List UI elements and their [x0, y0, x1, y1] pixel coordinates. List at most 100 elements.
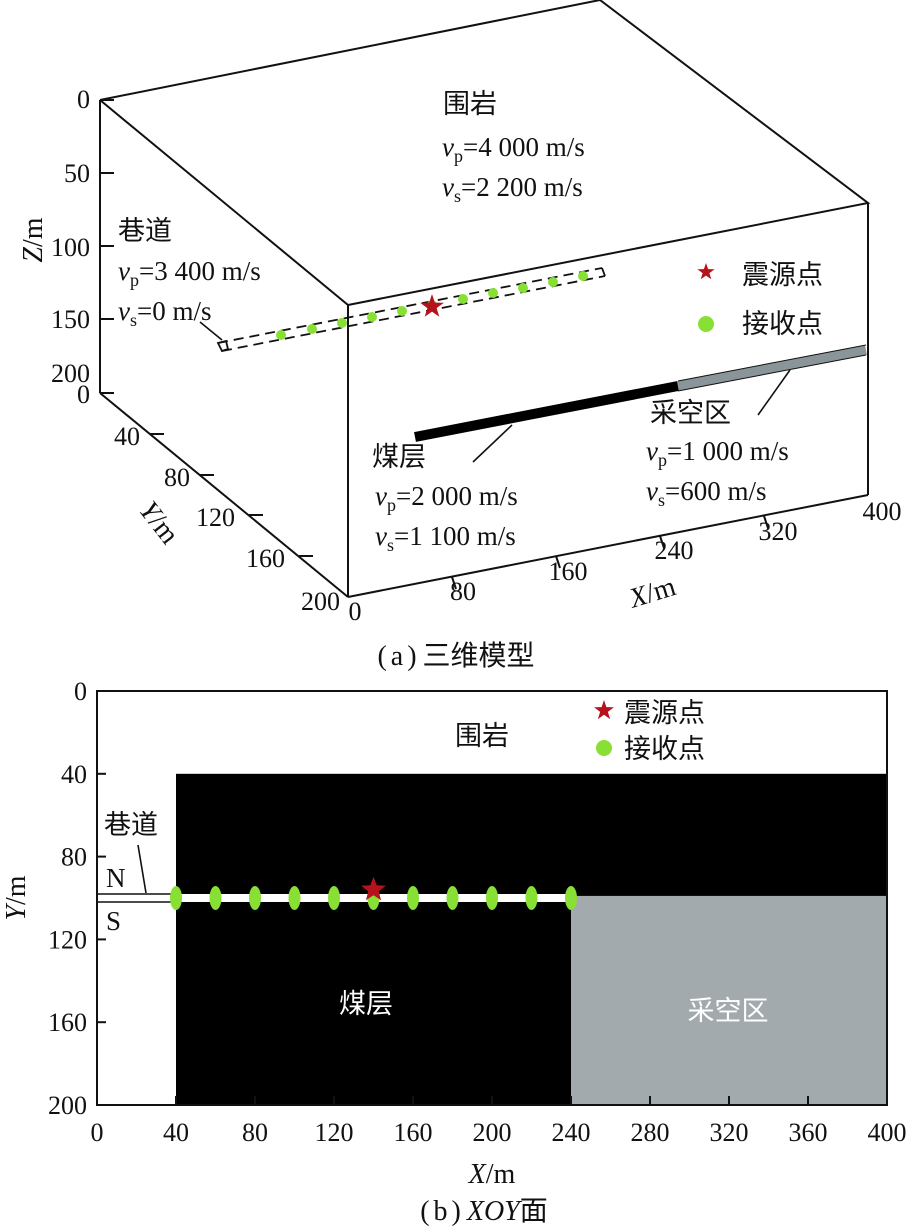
receiver-point — [458, 294, 468, 304]
receiver-point — [209, 886, 222, 910]
y-tick-label: 40 — [61, 760, 87, 789]
goaf-3d-bottom-edge — [677, 354, 867, 392]
tunnel-vp: vp=3 400 m/s — [118, 256, 261, 290]
plan-legend-receiver-dot — [596, 740, 612, 756]
legend-receiver-label: 接收点 — [742, 309, 823, 339]
source-star — [361, 876, 386, 901]
y-axis-ticks — [150, 433, 313, 557]
plan-legend-receiver-label: 接收点 — [624, 734, 705, 764]
x-tick-400: 400 — [863, 497, 902, 526]
x-axis-ticks — [451, 515, 769, 590]
coal-label: 煤层 — [372, 442, 426, 472]
region-goaf — [571, 895, 887, 1105]
y-tick-200: 200 — [301, 587, 340, 616]
x-tick-80: 80 — [450, 577, 476, 606]
receiver-point — [525, 886, 538, 910]
plan-goaf-label: 采空区 — [688, 996, 769, 1026]
receiver-point — [288, 886, 301, 910]
x-tick-label: 40 — [163, 1118, 189, 1147]
receiver-point — [367, 312, 377, 322]
receiver-point — [578, 271, 588, 281]
x-tick-label: 360 — [789, 1118, 828, 1147]
y-tick-160: 160 — [246, 544, 285, 573]
legend-source-star — [697, 263, 715, 280]
x-tick-label: 80 — [242, 1118, 268, 1147]
panel-b: 0 40 80 120 160 200 240 280 320 360 400 0 40 80 120 160… — [1, 677, 907, 1227]
y-axis-title: Y/m — [133, 495, 185, 550]
rock-label: 围岩 — [443, 89, 497, 119]
y-tick-label: 0 — [74, 677, 87, 706]
x-tick-160: 160 — [549, 557, 588, 586]
x-tick-mark — [763, 515, 769, 529]
z-tick-200: 200 — [51, 359, 90, 388]
region-coal-seam — [571, 773, 887, 896]
x-tick-320: 320 — [759, 517, 798, 546]
z-tick-0: 0 — [77, 85, 90, 114]
plan-tunnel-leader — [137, 844, 147, 894]
z-tick-100: 100 — [51, 233, 90, 262]
plan-south-label: S — [106, 906, 121, 936]
x-tick-label: 0 — [91, 1118, 104, 1147]
receiver-point — [548, 277, 558, 287]
tunnel-3d — [216, 267, 606, 353]
y-tick-label: 160 — [48, 1008, 87, 1037]
tunnel-vs: vs=0 m/s — [118, 296, 212, 330]
receiver-point — [249, 886, 261, 910]
panel-a: 0 50 100 150 200 Z/m 0 40 80 120 160 200… — [18, 0, 902, 672]
goaf-vp: vp=1 000 m/s — [646, 436, 789, 470]
tunnel-edge-lower — [221, 275, 606, 352]
y-tick-label: 200 — [48, 1091, 87, 1120]
plan-x-axis-title: X/m — [468, 1159, 516, 1190]
x-tick-mark — [659, 535, 665, 549]
z-axis-ticks — [100, 99, 114, 394]
y-tick-label: 120 — [48, 925, 87, 954]
z-tick-50: 50 — [64, 159, 90, 188]
plan-rock-label: 围岩 — [455, 721, 509, 751]
x-tick-label: 240 — [552, 1118, 591, 1147]
plan-legend-source-label: 震源点 — [624, 698, 705, 728]
tunnel-edge-upper — [217, 267, 603, 344]
receiver-point — [488, 288, 498, 298]
coal-vp: vp=2 000 m/s — [375, 481, 518, 515]
coal-leader-line — [472, 424, 513, 463]
plan-y-axis-title: Y/m — [1, 875, 32, 920]
goaf-label: 采空区 — [650, 398, 731, 428]
receiver-point — [170, 886, 182, 910]
z-tick-150: 150 — [51, 305, 90, 334]
caption-a: (a) 三维模型 — [377, 640, 534, 672]
legend-source-label: 震源点 — [742, 260, 823, 290]
box-left-top-edge — [99, 99, 349, 306]
tunnel-leader-line — [199, 321, 223, 341]
x-tick-label: 320 — [710, 1118, 749, 1147]
tunnel-label: 巷道 — [118, 216, 172, 246]
x-tick-label: 400 — [868, 1118, 907, 1147]
plan-north-label: N — [106, 863, 126, 893]
plan-source — [361, 876, 386, 901]
goaf-leader-line — [757, 369, 791, 416]
y-tick-80: 80 — [164, 463, 190, 492]
plan-receivers — [170, 886, 577, 910]
box-front-bottom-edge — [347, 494, 869, 598]
legend-receiver-dot — [698, 316, 714, 332]
receiver-point — [307, 324, 317, 334]
box-left-bottom-edge — [99, 392, 349, 598]
receiver-point — [337, 318, 347, 328]
tunnel-far-cap — [601, 267, 606, 277]
plan-ticks: 0 40 80 120 160 200 240 280 320 360 400 0 40 80 120 160… — [48, 677, 907, 1147]
rock-vp: vp=4 000 m/s — [442, 132, 585, 166]
goaf-3d-top-edge — [677, 344, 867, 382]
receiver-point — [397, 306, 407, 316]
x-tick-mark — [555, 555, 561, 569]
x-tick-label: 120 — [315, 1118, 354, 1147]
z-axis-title: Z/m — [18, 217, 49, 262]
x-axis-title: X/m — [625, 571, 680, 615]
x-tick-label: 280 — [631, 1118, 670, 1147]
receiver-point — [446, 886, 459, 910]
y-tick-label: 80 — [61, 843, 87, 872]
x-tick-label: 200 — [473, 1118, 512, 1147]
goaf-vs: vs=600 m/s — [646, 476, 767, 510]
x-tick-0: 0 — [349, 597, 362, 626]
plan-legend-source-star — [594, 700, 614, 720]
source-star-3d — [420, 294, 444, 317]
